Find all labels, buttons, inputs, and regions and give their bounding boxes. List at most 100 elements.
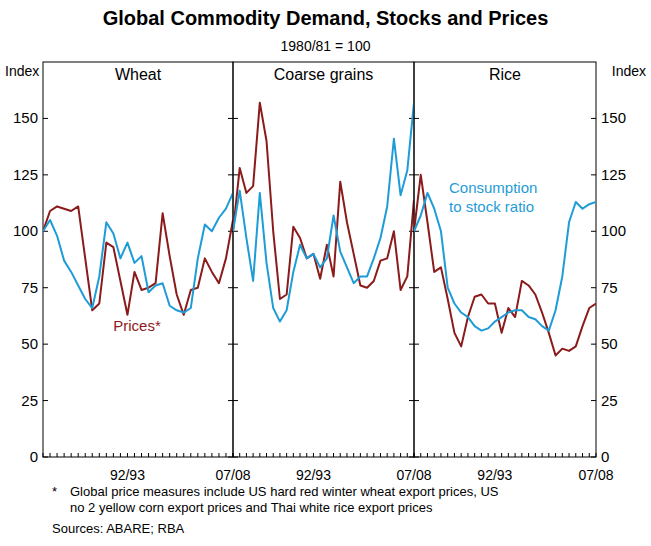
x-tick	[120, 453, 121, 457]
x-tick	[501, 453, 502, 457]
x-tick	[106, 453, 107, 457]
x-tick	[162, 453, 163, 457]
x-tick	[197, 453, 198, 457]
y-tick	[228, 344, 233, 345]
y-tick	[43, 344, 48, 345]
series-label-line: to stock ratio	[449, 198, 534, 215]
y-tick	[591, 231, 596, 232]
y-tick	[591, 400, 596, 401]
x-tick	[326, 453, 327, 457]
x-tick	[521, 453, 522, 457]
y-tick	[409, 457, 414, 458]
x-tick	[176, 453, 177, 457]
y-tick	[233, 400, 238, 401]
x-tick	[400, 453, 401, 457]
x-tick	[589, 453, 590, 457]
x-tick	[127, 453, 128, 457]
y-tick	[409, 174, 414, 175]
y-tick	[233, 457, 238, 458]
x-tick	[488, 453, 489, 457]
x-tick	[218, 453, 219, 457]
y-tick	[43, 400, 48, 401]
x-tick-label: 92/93	[477, 467, 512, 483]
x-tick	[494, 453, 495, 457]
x-tick	[353, 453, 354, 457]
x-tick	[562, 453, 563, 457]
x-tick	[134, 453, 135, 457]
x-tick	[253, 453, 254, 457]
panel: 92/93 07/08 Coarse grains	[233, 62, 432, 483]
x-tick	[420, 453, 421, 457]
series-label-line: Consumption	[449, 179, 537, 196]
x-tick	[474, 453, 475, 457]
series-group	[233, 103, 414, 322]
x-tick	[569, 453, 570, 457]
x-tick	[393, 453, 394, 457]
x-tick	[407, 453, 408, 457]
x-tick	[204, 453, 205, 457]
panel-title: Coarse grains	[274, 66, 374, 83]
y-tick	[228, 118, 233, 119]
x-tick	[43, 453, 44, 457]
footnote: Global price measures include US hard re…	[70, 484, 499, 499]
x-tick-label: 92/93	[296, 467, 331, 483]
y-tick	[414, 287, 419, 288]
x-tick	[57, 453, 58, 457]
x-tick	[555, 453, 556, 457]
panel-title: Rice	[489, 66, 521, 83]
y-tick	[228, 174, 233, 175]
series-line	[414, 175, 596, 356]
series-group	[43, 193, 233, 315]
y-axis-label: Index	[612, 63, 646, 79]
x-tick	[148, 453, 149, 457]
x-tick	[279, 453, 280, 457]
x-tick	[313, 453, 314, 457]
y-tick	[233, 287, 238, 288]
x-tick	[306, 453, 307, 457]
y-tick-label: 50	[601, 335, 618, 352]
y-tick-label: 150	[601, 109, 626, 126]
x-tick	[596, 453, 597, 457]
y-tick-label: 75	[21, 279, 38, 296]
x-tick	[300, 453, 301, 457]
x-tick	[346, 453, 347, 457]
y-tick-label: 0	[601, 448, 609, 465]
panel-title: Wheat	[115, 66, 162, 83]
x-tick	[71, 453, 72, 457]
y-tick	[591, 174, 596, 175]
x-tick	[515, 453, 516, 457]
y-tick-label: 100	[13, 222, 38, 239]
x-tick	[414, 453, 415, 457]
y-tick	[414, 400, 419, 401]
x-tick	[333, 453, 334, 457]
y-tick-label: 125	[601, 166, 626, 183]
y-tick-label: 25	[21, 392, 38, 409]
sources: Sources: ABARE; RBA	[52, 521, 185, 536]
y-tick	[43, 118, 48, 119]
y-tick	[414, 118, 419, 119]
y-tick-label: 125	[13, 166, 38, 183]
footnote-marker: *	[52, 484, 57, 499]
x-tick-label: 07/08	[578, 467, 613, 483]
panel-frame	[414, 62, 596, 457]
x-tick	[575, 453, 576, 457]
x-tick-label: 07/08	[396, 467, 431, 483]
x-tick	[535, 453, 536, 457]
y-tick	[409, 287, 414, 288]
y-tick	[414, 344, 419, 345]
series-label: Prices*	[113, 317, 161, 334]
y-tick	[43, 174, 48, 175]
x-tick	[373, 453, 374, 457]
y-tick-label: 100	[601, 222, 626, 239]
x-tick-label: 92/93	[110, 467, 145, 483]
x-tick	[447, 453, 448, 457]
x-tick	[542, 453, 543, 457]
y-tick	[591, 287, 596, 288]
x-tick	[481, 453, 482, 457]
x-tick	[266, 453, 267, 457]
y-tick	[414, 457, 419, 458]
y-axis-label: Index	[5, 63, 39, 79]
panel-frame	[233, 62, 414, 457]
y-tick	[591, 457, 596, 458]
x-tick	[360, 453, 361, 457]
